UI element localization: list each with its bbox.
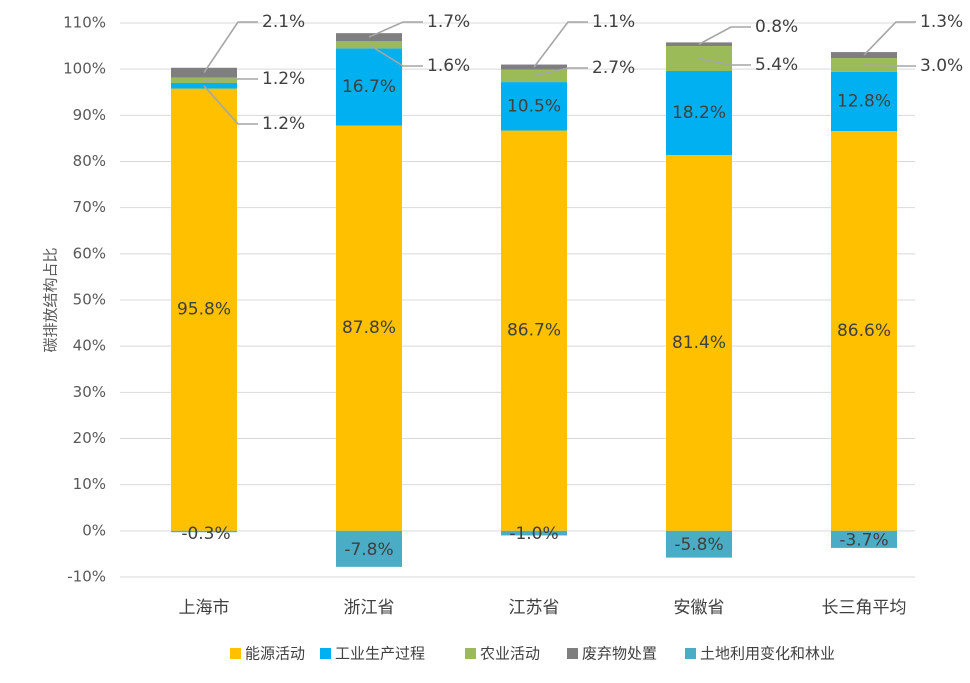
y-tick-label: 20% (73, 429, 106, 447)
bar-segment (171, 88, 237, 531)
bar-segment (501, 82, 567, 131)
leader-line (203, 78, 258, 82)
data-label: 1.1% (592, 12, 635, 32)
x-category-label: 安徽省 (674, 598, 725, 618)
data-label: 2.7% (592, 58, 635, 78)
bar-segment (666, 155, 732, 531)
bar-segment (831, 131, 897, 531)
data-label: 10.5% (507, 96, 561, 116)
data-label: -1.0% (509, 524, 558, 544)
data-label: 1.2% (262, 114, 305, 134)
leader-line (203, 21, 258, 74)
data-label: 95.8% (177, 300, 231, 320)
legend-swatch (230, 648, 241, 659)
legend-swatch (465, 648, 476, 659)
legend-label: 工业生产过程 (335, 645, 425, 663)
x-category-label: 上海市 (179, 598, 230, 618)
legend-swatch (320, 648, 331, 659)
bar-segment (336, 530, 402, 567)
y-tick-label: 100% (63, 60, 106, 78)
bar-segment (501, 64, 567, 70)
y-tick-label: 80% (73, 152, 106, 170)
data-label: 86.7% (507, 321, 561, 341)
leader-line (863, 64, 916, 67)
data-label: 1.3% (920, 12, 963, 32)
bar-segment (666, 71, 732, 156)
data-label: 1.6% (427, 56, 470, 76)
x-category-label: 浙江省 (344, 598, 395, 618)
y-tick-label: 90% (73, 106, 106, 124)
legend-label: 农业活动 (480, 645, 540, 663)
leader-line (698, 26, 751, 45)
y-tick-label: 40% (73, 337, 106, 355)
bar-segment (831, 71, 897, 132)
data-label: 1.2% (262, 69, 305, 89)
data-label: -5.8% (674, 535, 723, 555)
data-label: 5.4% (755, 55, 798, 75)
bar-segment (171, 530, 237, 533)
y-tick-label: 60% (73, 244, 106, 262)
data-label: 12.8% (837, 91, 891, 111)
y-tick-label: 10% (73, 475, 106, 493)
leader-line (368, 44, 423, 67)
data-label: 0.8% (755, 17, 798, 37)
data-label: 16.7% (342, 77, 396, 97)
bar-segment (336, 48, 402, 126)
bar-segment (501, 69, 567, 83)
data-label: 2.1% (262, 12, 305, 32)
y-tick-label: 110% (63, 14, 106, 32)
leader-line (203, 85, 258, 125)
data-label: 3.0% (920, 56, 963, 76)
data-label: 18.2% (672, 103, 726, 123)
bar-segment (501, 530, 567, 536)
legend-swatch (685, 648, 696, 659)
x-category-label: 长三角平均 (822, 598, 907, 618)
bar-segment (336, 125, 402, 531)
y-tick-label: 30% (73, 383, 106, 401)
y-tick-label: 50% (73, 291, 106, 309)
data-label: 86.6% (837, 321, 891, 341)
y-tick-label: -10% (67, 568, 106, 586)
data-label: -0.3% (181, 524, 230, 544)
x-category-label: 江苏省 (509, 598, 560, 618)
data-label: -3.7% (839, 530, 888, 550)
y-tick-label: 0% (82, 521, 106, 539)
leader-line (863, 21, 916, 56)
y-tick-label: 70% (73, 198, 106, 216)
leader-line (698, 57, 751, 66)
legend-label: 土地利用变化和林业 (700, 645, 835, 663)
data-label: 87.8% (342, 318, 396, 338)
bar-segment (831, 530, 897, 548)
leader-lines (203, 21, 916, 125)
data-labels: 95.8% -0.3% 87.8% 16.7% -7.8% 86.7% 10.5% -1.0%… (177, 12, 963, 560)
leader-line (533, 67, 588, 77)
y-axis-ticks: -10% 0% 10% 20% 30% 40% 50% 60% 70% 80% 90% 100% 110… (63, 14, 106, 586)
bars (171, 33, 897, 567)
bar-segment (666, 530, 732, 558)
bar-segment (171, 77, 237, 84)
data-label: -7.8% (344, 540, 393, 560)
legend: 能源活动 工业生产过程 农业活动 废弃物处置 土地利用变化和林业 (230, 645, 835, 663)
data-label: 81.4% (672, 333, 726, 353)
legend-swatch (567, 648, 578, 659)
data-label: 1.7% (427, 12, 470, 32)
legend-label: 能源活动 (245, 645, 305, 663)
leader-line (368, 21, 423, 38)
x-axis-categories: 上海市 浙江省 江苏省 安徽省 长三角平均 (179, 598, 907, 618)
leader-line (533, 21, 588, 68)
bar-segment (501, 130, 567, 531)
legend-label: 废弃物处置 (582, 645, 657, 663)
y-axis-label: 碳排放结构占比 (42, 247, 60, 352)
